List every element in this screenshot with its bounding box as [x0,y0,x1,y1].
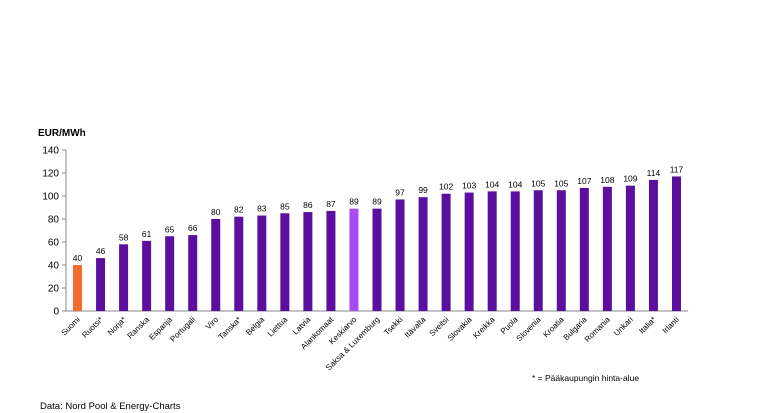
y-tick-label: 40 [48,261,60,272]
bar [533,190,543,311]
bar [464,192,474,311]
data-label: 89 [349,197,359,207]
category-label: Tanska* [217,315,243,341]
bar [188,235,198,311]
data-label: 89 [372,197,382,207]
y-axis-unit-label: EUR/MWh [38,128,86,139]
data-label: 105 [554,178,568,188]
category-label: Slovakia [446,315,474,343]
category-label: Ruotsi* [80,315,105,340]
data-label: 114 [647,168,661,178]
labels: 40Suomi46Ruotsi*58Norja*61Ranska65Espanj… [60,164,684,372]
data-label: 97 [395,187,405,197]
bar [648,179,658,311]
bar [395,199,405,311]
category-label: Liettua [266,315,290,339]
data-label: 104 [508,179,522,189]
data-label: 105 [531,178,545,188]
bar [671,176,681,311]
data-label: 109 [623,174,637,184]
category-label: Romania [583,315,612,344]
axes: 0 20 40 60 80 100 120 140 [42,146,688,318]
y-tick-label: 0 [53,307,59,318]
category-label: Belgia [244,315,266,337]
category-label: Tsekki [382,315,404,337]
category-label: Puola [499,315,520,336]
bar [165,236,175,311]
y-tick-label: 60 [48,238,60,249]
category-label: Kreikka [471,315,497,341]
y-tick-label: 140 [42,146,59,157]
category-label: Irlanti [661,315,681,335]
bar [234,216,244,311]
source-note: Data: Nord Pool & Energy-Charts [40,401,181,412]
data-label: 58 [119,232,129,242]
bar [303,212,313,311]
data-label: 87 [326,199,336,209]
category-label: Slovenia [515,315,543,343]
bar [96,258,106,311]
data-label: 66 [188,223,198,233]
y-tick-label: 120 [42,169,59,180]
data-label: 65 [165,224,175,234]
data-label: 117 [670,164,684,174]
category-label: Suomi [60,315,83,338]
y-tick-label: 20 [48,284,60,295]
data-label: 107 [577,176,591,186]
y-tick-label: 80 [48,215,60,226]
category-label: Portugali [168,315,197,344]
data-label: 85 [280,201,290,211]
data-label: 61 [142,229,152,239]
data-label: 82 [234,205,244,215]
data-label: 99 [418,185,428,195]
data-label: 108 [600,175,614,185]
data-label: 40 [73,253,83,263]
footnote: * = Pääkaupungin hinta-alue [532,373,640,383]
bar [579,187,589,311]
bar [602,186,612,311]
bar [211,219,221,311]
category-label: Itävalta [403,315,428,340]
data-label: 103 [462,181,476,191]
bar [349,208,359,311]
bar [257,215,267,311]
data-label: 86 [303,200,313,210]
bar [418,197,428,311]
bar [372,208,382,311]
bar [280,213,290,311]
bar [326,210,336,311]
bar [625,185,635,311]
bars [73,176,681,311]
category-label: Unkari [612,315,635,338]
bar [142,240,152,311]
y-tick-label: 100 [42,192,59,203]
data-label: 80 [211,207,221,217]
category-label: Italia* [637,315,658,336]
data-label: 83 [257,204,267,214]
data-label: 102 [439,182,453,192]
data-label: 104 [485,179,499,189]
bar [510,191,520,311]
data-label: 46 [96,246,106,256]
bar [73,265,83,311]
bar [441,193,451,311]
bar [556,190,566,311]
bar [119,244,129,311]
category-label: Viro [204,315,221,332]
bar [487,191,497,311]
